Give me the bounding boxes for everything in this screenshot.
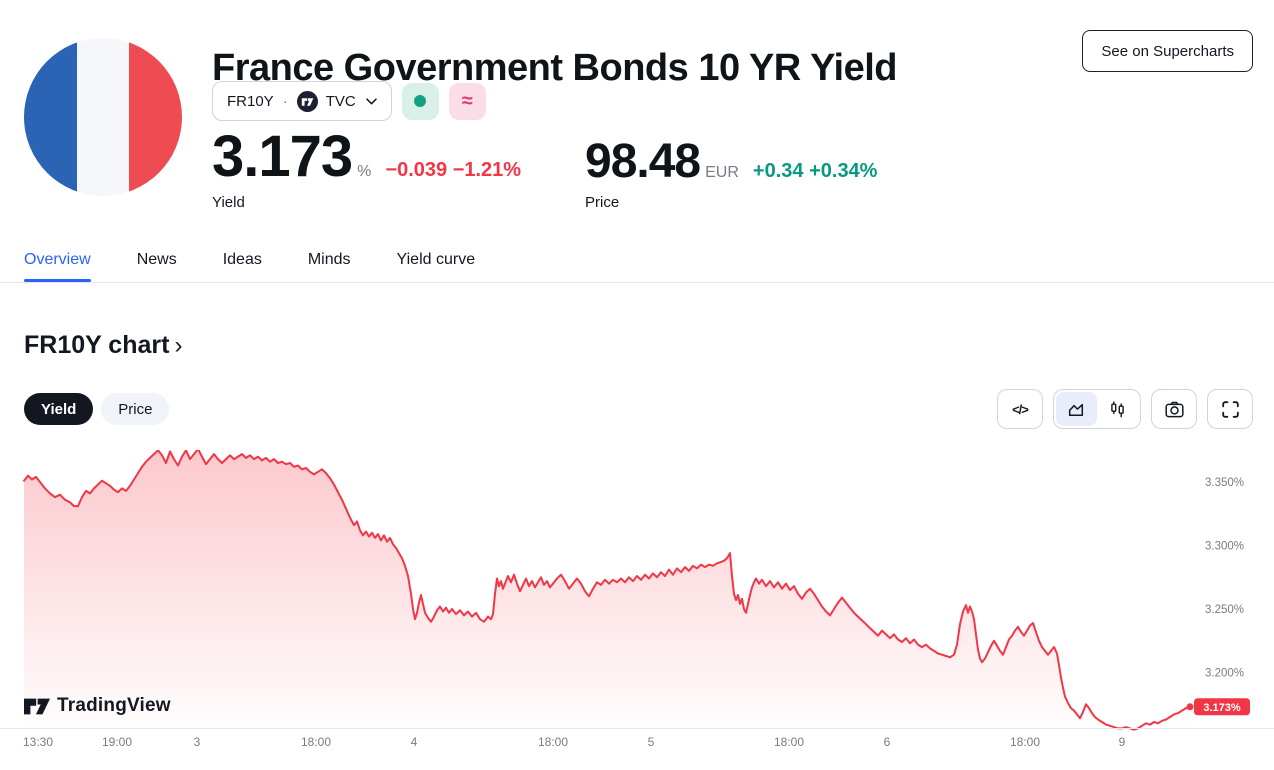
flag-blue-stripe <box>24 38 77 196</box>
y-axis-label: 3.300% <box>1205 541 1244 553</box>
price-toggle-button[interactable]: Price <box>101 393 170 425</box>
yield-area-fill <box>24 450 1190 730</box>
area-chart-icon <box>1068 403 1083 416</box>
last-price-badge <box>1194 698 1250 716</box>
embed-code-button[interactable]: </> <box>997 389 1043 429</box>
tab-bar: Overview News Ideas Minds Yield curve <box>0 250 1274 283</box>
market-status-badge[interactable] <box>401 82 439 120</box>
candles-chart-style-button[interactable] <box>1097 392 1138 426</box>
chart-style-switcher <box>1053 389 1141 429</box>
yield-toggle-button[interactable]: Yield <box>24 393 94 425</box>
flag-white-stripe <box>76 38 130 196</box>
camera-icon <box>1164 401 1184 417</box>
price-change: +0.34 +0.34% <box>752 160 878 182</box>
chevron-down-icon <box>365 97 377 105</box>
price-value-group: 98.48 EUR +0.34 +0.34% Price <box>585 135 878 212</box>
area-chart-style-button[interactable] <box>1056 392 1097 426</box>
x-axis-label: 4 <box>411 735 418 749</box>
yield-change: −0.039 −1.21% <box>385 159 522 181</box>
code-icon: </> <box>1012 401 1029 417</box>
x-axis-label: 13:30 <box>23 735 53 749</box>
x-axis-label: 6 <box>884 735 891 749</box>
chart-toolbar: </> <box>997 389 1253 429</box>
x-axis-label: 5 <box>648 735 655 749</box>
last-price-dot <box>1186 703 1194 711</box>
yield-value: 3.173 <box>212 124 353 189</box>
tradingview-watermark: TradingView <box>24 695 171 717</box>
x-axis-label: 3 <box>194 735 201 749</box>
tradingview-logo-icon <box>24 698 50 714</box>
watermark-text: TradingView <box>57 695 171 716</box>
approximate-data-badge[interactable]: ≈ <box>448 82 486 120</box>
yield-area-chart[interactable]: 3.350% 3.300% 3.250% 3.200% 13:30 19:00 3 18:00… <box>0 450 1274 770</box>
snapshot-button[interactable] <box>1151 389 1197 429</box>
chart-section-title[interactable]: FR10Y chart › <box>24 331 183 359</box>
symbol-row: FR10Y · TVC ≈ <box>212 81 486 121</box>
x-axis-label: 18:00 <box>301 735 331 749</box>
price-unit: EUR <box>705 164 739 181</box>
series-toggle: Yield Price <box>24 393 170 425</box>
france-flag-icon <box>24 38 182 196</box>
x-axis-label: 19:00 <box>102 735 132 749</box>
y-axis-label: 3.350% <box>1205 477 1244 489</box>
fullscreen-button[interactable] <box>1207 389 1253 429</box>
see-on-supercharts-button[interactable]: See on Supercharts <box>1082 30 1253 72</box>
tab-ideas[interactable]: Ideas <box>222 251 262 268</box>
yield-unit: % <box>357 163 372 180</box>
fullscreen-icon <box>1221 400 1239 418</box>
chevron-right-icon: › <box>174 332 183 359</box>
x-axis-label: 18:00 <box>538 735 568 749</box>
tab-minds[interactable]: Minds <box>307 251 351 268</box>
price-value: 98.48 <box>585 135 701 188</box>
flag-red-stripe <box>129 38 182 196</box>
last-price-badge-text: 3.173% <box>1203 702 1241 714</box>
y-axis-label: 3.200% <box>1205 668 1244 680</box>
symbol-ticker: FR10Y <box>227 92 274 110</box>
approx-icon: ≈ <box>461 90 473 112</box>
yield-value-group: 3.173 % −0.039 −1.21% Yield <box>212 124 522 212</box>
tab-overview[interactable]: Overview <box>24 250 91 282</box>
market-open-dot-icon <box>414 95 427 107</box>
y-axis-label: 3.250% <box>1205 604 1244 616</box>
x-axis-label: 9 <box>1119 735 1126 749</box>
symbol-exchange: TVC <box>325 92 356 110</box>
candles-chart-icon <box>1111 401 1124 417</box>
yield-line <box>23 450 1191 731</box>
tab-news[interactable]: News <box>136 251 177 268</box>
x-axis-label: 18:00 <box>1010 735 1040 749</box>
tvc-exchange-logo-icon <box>296 90 318 112</box>
symbol-separator: · <box>282 92 288 110</box>
yield-label: Yield <box>212 194 245 211</box>
symbol-selector[interactable]: FR10Y · TVC <box>212 81 392 121</box>
tab-yield-curve[interactable]: Yield curve <box>396 251 476 268</box>
x-axis-label: 18:00 <box>774 735 804 749</box>
price-label: Price <box>585 194 620 211</box>
